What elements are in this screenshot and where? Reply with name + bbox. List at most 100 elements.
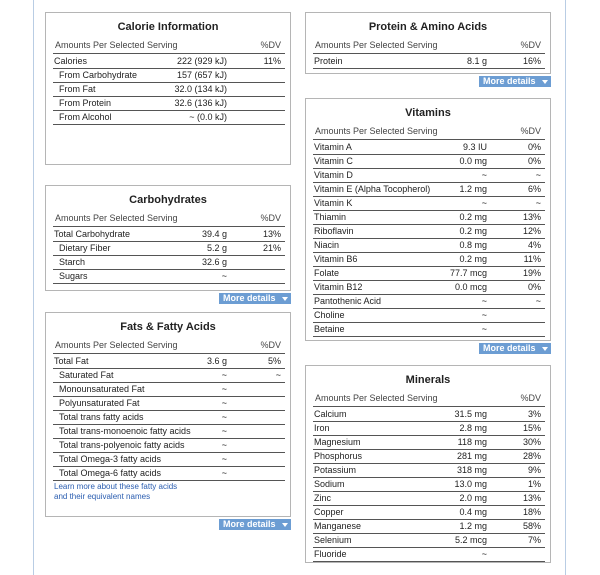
nutrient-dv: 12%: [522, 226, 541, 236]
nutrient-amount: ~ (0.0 kJ): [189, 112, 227, 122]
nutrient-row: From Fat 32.0 (134 kJ): [53, 82, 285, 97]
table-header: Amounts Per Selected Serving %DV: [53, 340, 285, 354]
nutrient-name: Selenium: [314, 535, 352, 545]
nutrient-name: Vitamin A: [314, 142, 352, 152]
nutrient-amount: 1.2 mg: [459, 521, 487, 531]
nutrient-dv: 5%: [267, 356, 281, 366]
nutrient-dv: 13%: [522, 212, 541, 222]
nutrient-row: Polyunsaturated Fat ~: [53, 396, 285, 411]
nutrient-name: Vitamin B12: [314, 282, 363, 292]
more-details-button[interactable]: More details: [219, 519, 291, 530]
table-header: Amounts Per Selected Serving %DV: [313, 40, 545, 54]
nutrient-dv: 7%: [527, 535, 541, 545]
nutrient-amount: 39.4 g: [201, 229, 227, 239]
nutrient-amount: ~: [221, 412, 227, 422]
header-dv: %DV: [520, 126, 541, 136]
nutrient-amount: ~: [221, 440, 227, 450]
nutrient-row: Potassium 318 mg 9%: [313, 463, 545, 478]
nutrient-row: Selenium 5.2 mcg 7%: [313, 533, 545, 548]
nutrient-amount: 0.4 mg: [459, 507, 487, 517]
panel-title: Carbohydrates: [129, 194, 207, 206]
nutrient-name: Vitamin D: [314, 170, 353, 180]
panel-title: Protein & Amino Acids: [368, 21, 488, 33]
nutrient-amount: 0.2 mg: [459, 226, 487, 236]
nutrient-dv: 6%: [527, 184, 541, 194]
nutrient-name: Betaine: [314, 324, 345, 334]
table-header: Amounts Per Selected Serving %DV: [53, 40, 285, 54]
panel-title: Calorie Information: [117, 21, 219, 33]
nutrition-panel: Fats & Fatty Acids Amounts Per Selected S…: [45, 312, 291, 517]
nutrient-row: Starch 32.6 g: [53, 255, 285, 270]
nutrient-row: Zinc 2.0 mg 13%: [313, 491, 545, 506]
nutrient-row: Vitamin B6 0.2 mg 11%: [313, 252, 545, 267]
nutrient-amount: 13.0 mg: [454, 479, 487, 489]
button-label[interactable]: More details: [223, 519, 276, 529]
nutrient-dv: 21%: [262, 243, 281, 253]
more-details-button[interactable]: More details: [219, 293, 291, 304]
nutrient-dv: 18%: [522, 507, 541, 517]
nutrient-amount: 1.2 mg: [459, 184, 487, 194]
nutrient-row: Vitamin E (Alpha Tocopherol) 1.2 mg 6%: [313, 182, 545, 197]
header-label: Amounts Per Selected Serving: [315, 40, 438, 50]
nutrient-row: Monounsaturated Fat ~: [53, 382, 285, 397]
header-dv: %DV: [520, 393, 541, 403]
nutrient-name: Copper: [314, 507, 344, 517]
button-label[interactable]: More details: [483, 76, 536, 86]
nutrient-amount: 2.8 mg: [459, 423, 487, 433]
nutrition-panel: Carbohydrates Amounts Per Selected Servin…: [45, 185, 291, 291]
nutrient-row: Vitamin C 0.0 mg 0%: [313, 154, 545, 169]
nutrient-row: Total Carbohydrate 39.4 g 13%: [53, 227, 285, 242]
nutrition-panel: Calorie Information Amounts Per Selected …: [45, 12, 291, 165]
nutrient-name: Total Carbohydrate: [54, 229, 131, 239]
nutrient-row: Total Omega-6 fatty acids ~: [53, 466, 285, 481]
nutrient-amount: 118 mg: [457, 437, 487, 447]
nutrient-amount: 31.5 mg: [454, 409, 487, 419]
nutrient-row: From Carbohydrate 157 (657 kJ): [53, 68, 285, 83]
more-details-button[interactable]: More details: [479, 76, 551, 87]
nutrient-name: From Carbohydrate: [59, 70, 138, 80]
header-dv: %DV: [520, 40, 541, 50]
button-label[interactable]: More details: [223, 293, 276, 303]
nutrient-dv: ~: [535, 198, 541, 208]
nutrient-name: Dietary Fiber: [59, 243, 111, 253]
nutrient-amount: 5.2 mcg: [454, 535, 487, 545]
nutrient-row: Vitamin D ~ ~: [313, 168, 545, 183]
nutrient-amount: 8.1 g: [466, 56, 487, 66]
nutrient-dv: 30%: [522, 437, 541, 447]
nutrient-amount: 0.0 mcg: [454, 282, 487, 292]
nutrient-name: Vitamin E (Alpha Tocopherol): [314, 184, 431, 194]
nutrient-name: Total Omega-3 fatty acids: [59, 454, 162, 464]
nutrient-row: Folate 77.7 mcg 19%: [313, 266, 545, 281]
header-label: Amounts Per Selected Serving: [55, 340, 178, 350]
nutrient-amount: ~: [221, 271, 227, 281]
nutrient-row: Vitamin B12 0.0 mcg 0%: [313, 280, 545, 295]
nutrient-row: Total Omega-3 fatty acids ~: [53, 452, 285, 467]
nutrient-amount: ~: [221, 398, 227, 408]
nutrient-name: Total trans-polyenoic fatty acids: [59, 440, 185, 450]
button-label[interactable]: More details: [483, 343, 536, 353]
nutrient-name: Magnesium: [314, 437, 361, 447]
learn-more-link[interactable]: Learn more about these fatty acids: [54, 482, 178, 491]
nutrient-amount: ~: [481, 170, 487, 180]
more-details-button[interactable]: More details: [479, 343, 551, 354]
nutrient-amount: 2.0 mg: [459, 493, 487, 503]
nutrient-amount: 0.8 mg: [459, 240, 487, 250]
nutrition-panel: Protein & Amino Acids Amounts Per Selecte…: [305, 12, 551, 74]
nutrient-row: Copper 0.4 mg 18%: [313, 505, 545, 520]
nutrient-row: Betaine ~: [313, 322, 545, 337]
nutrient-row: Vitamin K ~ ~: [313, 196, 545, 211]
nutrient-name: Protein: [314, 56, 343, 66]
learn-more-link[interactable]: and their equivalent names: [54, 492, 151, 501]
nutrient-amount: 32.0 (134 kJ): [174, 84, 227, 94]
header-label: Amounts Per Selected Serving: [55, 40, 178, 50]
dropdown-arrow: [282, 297, 288, 301]
nutrient-dv: 0%: [527, 282, 541, 292]
page-border: [33, 0, 34, 575]
nutrient-name: Zinc: [314, 493, 332, 503]
header-dv: %DV: [260, 213, 281, 223]
nutrient-amount: ~: [481, 549, 487, 559]
nutrient-row: Calories 222 (929 kJ) 11%: [53, 54, 285, 69]
nutrient-amount: ~: [481, 296, 487, 306]
nutrient-row: Calcium 31.5 mg 3%: [313, 407, 545, 422]
